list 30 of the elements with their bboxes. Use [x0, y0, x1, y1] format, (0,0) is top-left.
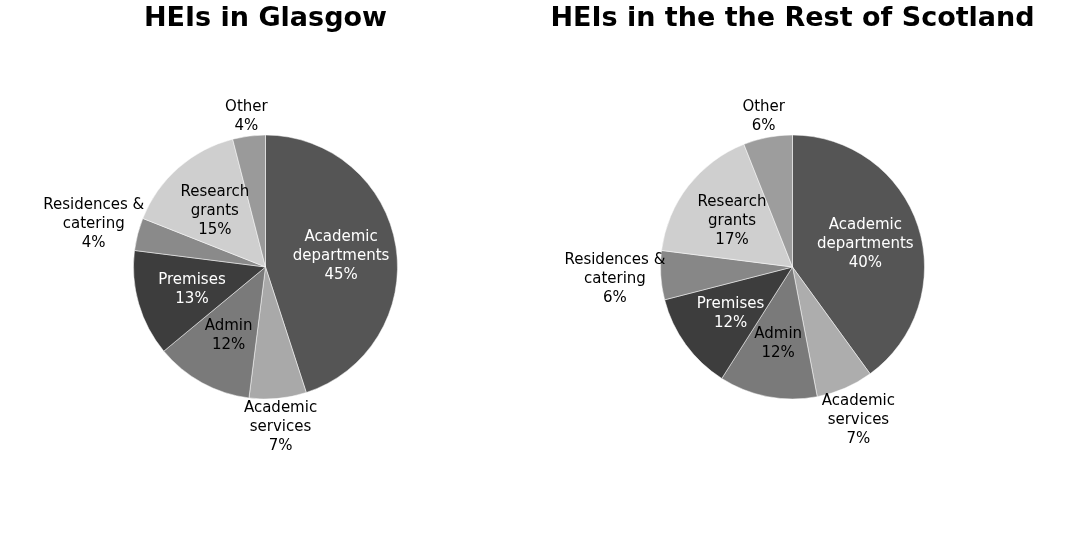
data-label: 4%	[81, 232, 106, 251]
data-label: 7%	[846, 429, 871, 448]
data-label: 6%	[602, 288, 627, 307]
slice-label: Premises	[696, 293, 765, 312]
data-label: 17%	[715, 230, 749, 249]
data-label: 12%	[211, 334, 246, 353]
slice-label: Admin	[204, 315, 253, 334]
slice-label: Premises	[158, 269, 226, 288]
data-label: 13%	[175, 288, 209, 307]
slice-label: Academic services	[821, 391, 896, 429]
slice-label: Academic services	[243, 398, 318, 436]
chart-title: HEIs in the the Rest of Scotland	[550, 1, 1035, 32]
data-label: 12%	[761, 342, 795, 361]
chart-title: HEIs in Glasgow	[144, 1, 387, 32]
slice-label: Research grants	[697, 192, 767, 230]
slice-label: Research grants	[180, 181, 250, 219]
data-label: 4%	[234, 116, 259, 135]
data-label: 45%	[324, 265, 358, 284]
data-label: 6%	[751, 116, 776, 135]
slice-label: Admin	[754, 323, 803, 342]
slice-label: Other	[742, 97, 786, 116]
data-label: 15%	[198, 219, 232, 238]
data-label: 40%	[848, 253, 882, 272]
data-label: 7%	[268, 436, 293, 455]
slice-label: Residences & catering	[43, 194, 145, 232]
slice-label: Residences & catering	[564, 250, 666, 288]
data-label: 12%	[713, 312, 748, 331]
slice-label: Academic departments	[292, 227, 390, 265]
slice-label: Academic departments	[817, 215, 914, 253]
slice-label: Other	[225, 97, 269, 116]
